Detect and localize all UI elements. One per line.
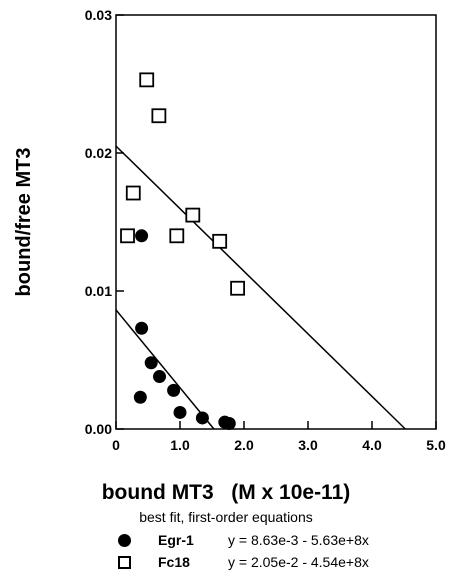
fit-note: best fit, first-order equations — [139, 509, 313, 525]
x-tick-label: 1.0 — [170, 437, 190, 453]
data-point-egr-1 — [133, 390, 147, 404]
data-point-egr-1 — [195, 411, 209, 425]
fit-lines — [115, 145, 406, 430]
legend-series-name: Fc18 — [158, 554, 190, 570]
plot-frame — [115, 14, 437, 430]
data-point-fc18 — [120, 228, 135, 244]
y-tick-label: 0.02 — [85, 145, 112, 161]
scatter-plot: 0.00 0.01 0.02 0.03 0 1.0 2.0 3.0 4.0 5.0 bound/… — [13, 7, 446, 453]
fit-line-fc18 — [115, 145, 406, 430]
legend-equation: y = 2.05e-2 - 4.54e+8x — [228, 554, 369, 570]
data-point-fc18 — [169, 228, 185, 244]
x-tick-label: 0 — [112, 437, 120, 453]
open-square-icon — [118, 556, 131, 569]
x-axis-label: bound MT3 (M x 10e-11) — [101, 481, 351, 504]
x-axis-ticks: 0 1.0 2.0 3.0 4.0 5.0 — [112, 421, 446, 453]
data-point-egr-1 — [135, 321, 149, 335]
x-tick-label: 4.0 — [362, 437, 382, 453]
data-point-egr-1 — [167, 383, 181, 397]
data-point-egr-1 — [222, 416, 236, 430]
data-point-egr-1 — [144, 356, 158, 370]
y-tick-label: 0.00 — [85, 421, 112, 437]
y-tick-label: 0.03 — [85, 7, 112, 23]
y-axis-ticks: 0.00 0.01 0.02 0.03 — [85, 7, 124, 437]
y-axis-label: bound/free MT3 — [13, 148, 35, 297]
data-point-fc18 — [139, 72, 155, 88]
x-tick-label: 2.0 — [234, 437, 254, 453]
data-point-fc18 — [212, 233, 228, 249]
x-tick-label: 5.0 — [426, 437, 446, 453]
data-point-egr-1 — [173, 405, 187, 419]
legend-equation: y = 8.63e-3 - 5.63e+8x — [228, 532, 369, 548]
data-point-egr-1 — [135, 229, 149, 243]
data-point-fc18 — [185, 207, 201, 223]
y-tick-label: 0.01 — [85, 283, 112, 299]
data-point-fc18 — [125, 185, 141, 201]
fit-line-egr-1 — [115, 309, 215, 430]
x-tick-label: 3.0 — [298, 437, 318, 453]
data-point-fc18 — [151, 108, 167, 124]
legend-series-name: Egr-1 — [158, 532, 194, 548]
filled-circle-icon — [118, 534, 131, 547]
data-point-fc18 — [230, 280, 246, 296]
data-points — [120, 72, 246, 430]
data-point-egr-1 — [153, 370, 167, 384]
